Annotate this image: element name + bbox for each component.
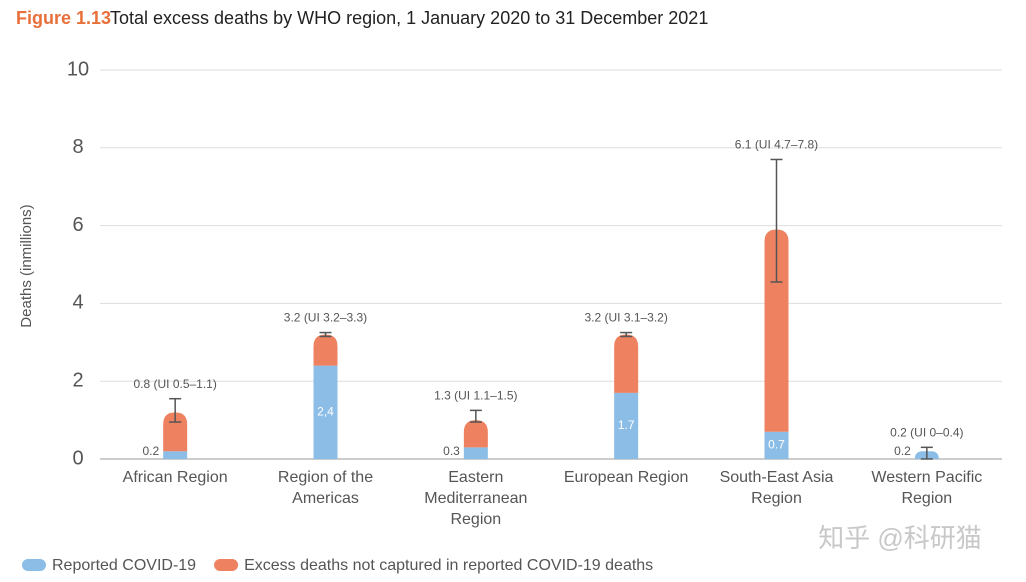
legend-swatch [22, 559, 46, 571]
value-label: 0.2 [142, 444, 159, 458]
y-tick-label: 10 [67, 58, 89, 80]
x-tick-label: African Region [122, 469, 228, 486]
bar-segment [614, 392, 639, 459]
chart-title: Total excess deaths by WHO region, 1 Jan… [110, 8, 708, 28]
y-tick-label: 4 [72, 292, 83, 314]
legend-label: Excess deaths not captured in reported C… [244, 557, 653, 574]
legend-label: Reported COVID-19 [52, 557, 196, 574]
value-label: 1.7 [618, 418, 635, 432]
x-tick-label: European Region [563, 469, 689, 486]
bar-segment [614, 334, 639, 393]
total-label: 3.2 (UI 3.1–3.2) [584, 311, 667, 325]
bar-segment [313, 365, 338, 459]
figure-label: Figure 1.13 [16, 8, 111, 28]
x-tick-label: Eastern Mediterranean Region [424, 469, 528, 528]
value-label: 0.7 [768, 438, 785, 452]
bar-segment [313, 334, 338, 366]
watermark: 知乎 @科研猫 [818, 523, 982, 553]
total-label: 0.8 (UI 0.5–1.1) [133, 377, 216, 391]
x-tick-label: Region of the Americas [277, 469, 374, 507]
y-tick-label: 0 [72, 447, 83, 469]
legend-swatch [214, 559, 239, 571]
y-tick-label: 6 [72, 214, 83, 236]
x-tick-label: Western Pacific Region [871, 469, 983, 507]
value-label: 0.3 [443, 444, 460, 458]
value-label: 0.2 [894, 444, 911, 458]
y-tick-label: 2 [72, 369, 83, 391]
x-tick-label: South-East Asia Region [719, 469, 834, 507]
bar-segment [463, 420, 488, 448]
y-tick-label: 8 [72, 136, 83, 158]
bar-segment [463, 447, 488, 459]
bar-segment [764, 431, 789, 459]
total-label: 1.3 (UI 1.1–1.5) [434, 389, 517, 403]
bar-segment [163, 451, 188, 459]
total-label: 6.1 (UI 4.7–7.8) [735, 138, 818, 152]
total-label: 3.2 (UI 3.2–3.3) [284, 311, 367, 325]
bar-segment [764, 229, 789, 432]
value-label: 2,4 [317, 404, 334, 418]
total-label: 0.2 (UI 0–0.4) [890, 426, 963, 440]
y-axis-label: Deaths (inmillions) [18, 204, 35, 327]
